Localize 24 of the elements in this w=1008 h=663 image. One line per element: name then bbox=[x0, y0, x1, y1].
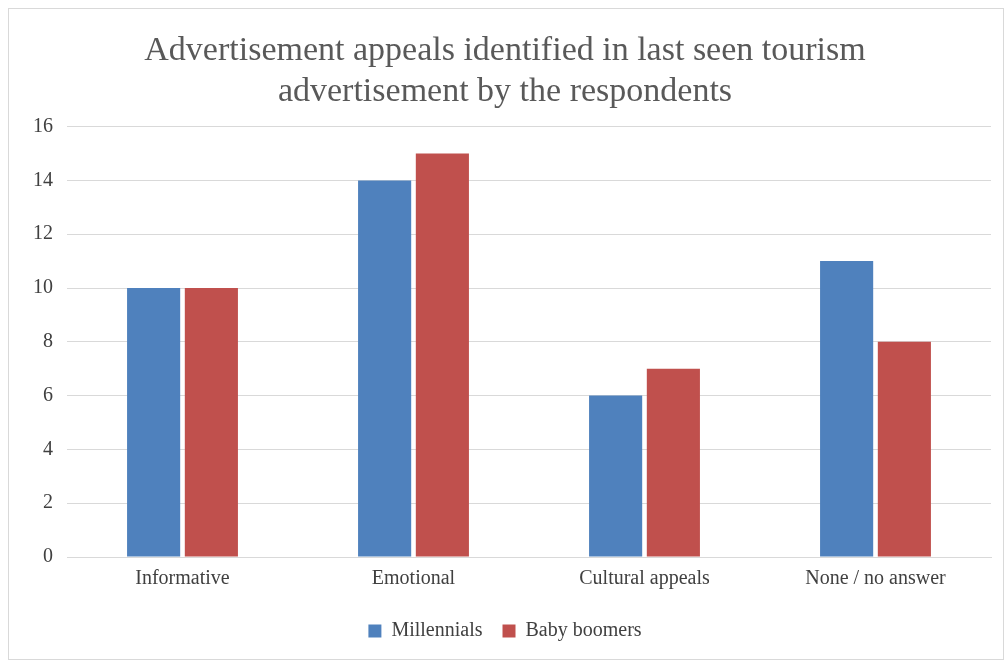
y-tick-label: 16 bbox=[33, 113, 53, 136]
bar bbox=[415, 153, 469, 557]
bar bbox=[820, 261, 874, 557]
x-tick-label: Cultural appeals bbox=[579, 566, 710, 590]
chart-title: Advertisement appeals identified in last seen tourism advertisement by the respondents bbox=[144, 30, 866, 109]
x-tick-label: None / no answer bbox=[805, 566, 947, 589]
bar bbox=[877, 341, 931, 557]
bar bbox=[589, 395, 643, 557]
x-tick-label: Emotional bbox=[371, 566, 456, 589]
y-tick-label: 8 bbox=[43, 329, 53, 352]
y-tick-label: 4 bbox=[43, 436, 53, 459]
y-tick-label: 10 bbox=[33, 275, 53, 298]
y-tick-label: 0 bbox=[43, 544, 53, 567]
bar bbox=[646, 368, 700, 557]
bar bbox=[358, 180, 412, 557]
y-tick-label: 2 bbox=[43, 490, 53, 513]
bar bbox=[127, 288, 181, 557]
y-tick-label: 14 bbox=[33, 167, 53, 190]
y-tick-label: 12 bbox=[33, 221, 53, 244]
legend-label: Baby boomers bbox=[525, 618, 642, 642]
y-tick-label: 6 bbox=[43, 382, 53, 405]
bar bbox=[184, 288, 238, 557]
x-tick-label: Informative bbox=[135, 566, 230, 589]
legend-label: Millennials bbox=[391, 618, 483, 641]
